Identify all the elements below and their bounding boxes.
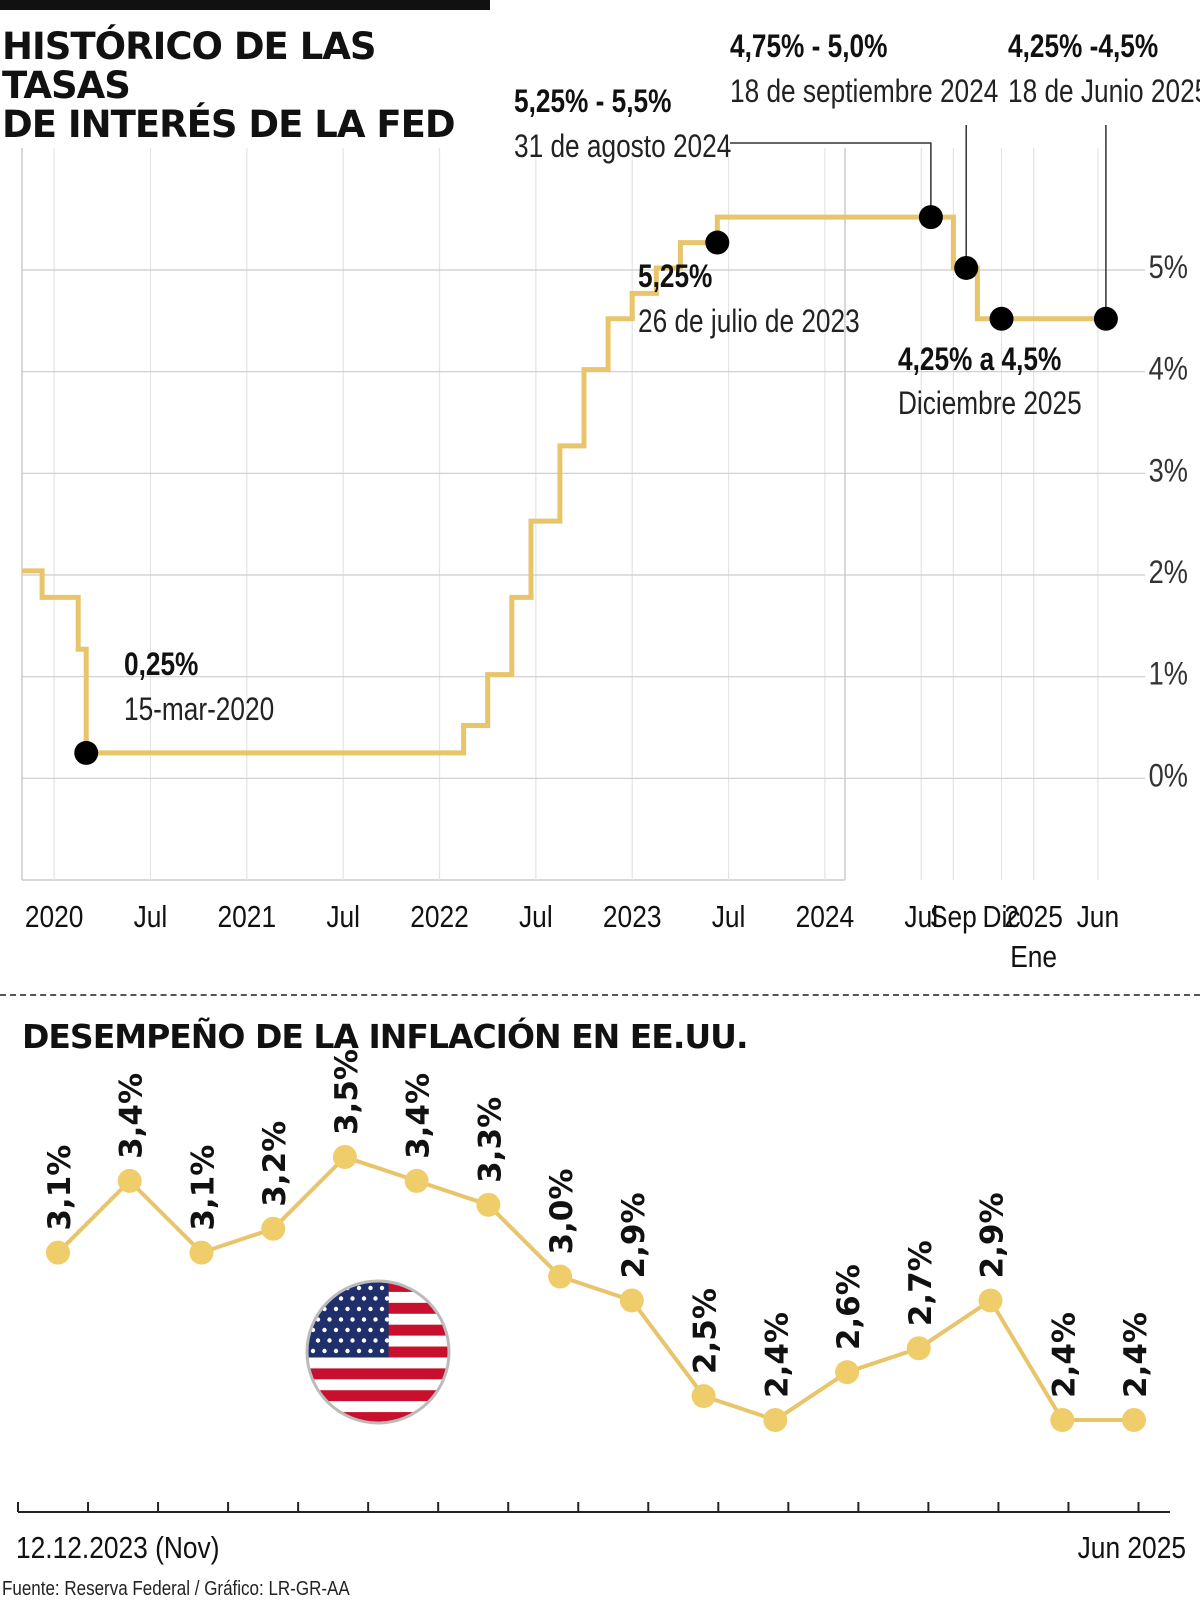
inflation-point [1050,1408,1075,1432]
inflation-point [476,1192,501,1217]
rate-marker-dot [1093,306,1118,331]
x-tick-label: 2024 [796,900,855,934]
x-tick-label: Jun [1077,900,1119,934]
annotation-value: 0,25% [124,648,198,683]
annotation-date: 26 de julio de 2023 [638,305,860,340]
x-tick-label: 2023 [603,900,662,934]
rate-marker-dot [954,255,979,280]
annotation-leader [730,142,932,218]
inflation-point [404,1168,429,1193]
inflation-end-label: Jun 2025 [1078,1531,1186,1565]
x-tick-label: 2025 [1004,900,1063,934]
rates-chart-title: HISTÓRICO DE LAS TASAS DE INTERÉS DE LA … [2,25,502,146]
inflation-label: 2,9% [616,1192,652,1278]
annotation-date: 18 de Junio 2025 [1008,75,1200,110]
x-tick-label: Jul [326,900,360,934]
source-note: Fuente: Reserva Federal / Gráfico: LR-GR… [2,1578,350,1600]
y-tick-label: 0% [1149,758,1188,794]
x-tick-label: 2022 [410,900,469,934]
inflation-point [1122,1408,1146,1432]
rates-title-line2: DE INTERÉS DE LA FED [2,102,456,146]
inflation-start-label: 12.12.2023 (Nov) [16,1531,219,1565]
rate-marker-dot [74,740,99,765]
x-tick-label: 2020 [25,900,84,934]
y-tick-label: 1% [1149,657,1188,693]
inflation-point [619,1288,644,1313]
top-rule [0,0,490,10]
inflation-label: 2,4% [1046,1312,1082,1398]
inflation-label: 2,7% [903,1240,939,1326]
x-tick-label: 2021 [218,900,277,934]
x-tick-label: Jul [712,900,746,934]
inflation-label: 2,4% [759,1312,795,1398]
y-tick-label: 5% [1149,250,1188,286]
y-tick-label: 2% [1149,555,1188,591]
inflation-label: 3,4% [401,1073,437,1159]
inflation-point [691,1384,716,1409]
inflation-label: 3,0% [544,1169,580,1255]
inflation-point [117,1168,142,1193]
inflation-point [763,1408,788,1432]
annotation-value: 4,25% -4,5% [1008,30,1158,65]
inflation-point [978,1288,1003,1313]
annotation-value: 5,25% - 5,5% [514,85,671,120]
inflation-point [835,1360,860,1385]
rate-marker-dot [918,205,943,230]
inflation-point [189,1240,214,1265]
y-tick-label: 3% [1149,453,1188,489]
rate-line [22,214,1106,756]
annotation-date: 31 de agosto 2024 [514,130,731,165]
y-tick-label: 4% [1149,352,1188,388]
inflation-label: 3,2% [257,1121,293,1207]
inflation-label: 2,4% [1118,1312,1154,1398]
x-tick-label: Jul [519,900,553,934]
rate-marker-dot [989,306,1014,331]
inflation-label: 2,9% [975,1192,1011,1278]
rates-title-line1: HISTÓRICO DE LAS TASAS [2,25,377,107]
inflation-point [332,1145,357,1169]
annotation-date: Diciembre 2025 [898,387,1082,422]
inflation-label: 3,5% [329,1049,365,1135]
inflation-label: 3,1% [42,1145,78,1231]
inflation-chart-title: DESEMPEÑO DE LA INFLACIÓN EN EE.UU. [22,1017,749,1056]
inflation-point [548,1264,573,1289]
inflation-point [906,1336,931,1361]
inflation-point [46,1240,70,1265]
section-divider [0,994,1200,996]
annotation-date: 18 de septiembre 2024 [730,75,998,110]
inflation-label: 3,1% [185,1145,221,1231]
annotation-value: 4,75% - 5,0% [730,30,887,65]
x-tick-label: Jul [134,900,168,934]
inflation-label: 2,6% [831,1264,867,1350]
x-tick-label: Jul [904,900,938,934]
inflation-label: 3,3% [472,1097,508,1183]
inflation-label: 3,4% [114,1073,150,1159]
inflation-line [56,1154,1134,1423]
inflation-point [261,1216,286,1241]
flag-badge-rim [305,1279,451,1425]
inflation-label: 2,5% [688,1288,724,1374]
x-tick-label: Sep [930,900,977,934]
x-tick-sublabel: Ene [1010,940,1057,974]
annotation-date: 15-mar-2020 [124,693,274,728]
x-tick-label: Dic [983,900,1021,934]
annotation-value: 5,25% [638,260,712,295]
rate-marker-dot [705,230,730,255]
annotation-value: 4,25% a 4,5% [898,343,1061,378]
